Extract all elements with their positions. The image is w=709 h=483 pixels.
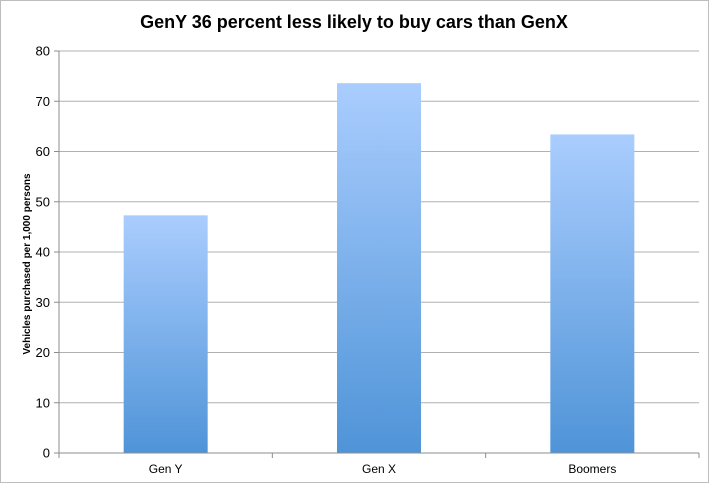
- bar-gen-y: [123, 215, 208, 453]
- x-axis-categories: Gen Y Gen X Boomers: [58, 453, 700, 476]
- chart-title: GenY 36 percent less likely to buy cars …: [140, 12, 568, 32]
- bars: [123, 83, 635, 454]
- y-tick-label-20: 20: [36, 345, 50, 360]
- axes: [54, 51, 699, 454]
- y-axis-ticks: 0 10 20 30 40 50 60 70 80: [36, 44, 59, 461]
- y-axis-title: Vehicles purchased per 1,000 persons: [22, 173, 33, 355]
- y-tick-label-60: 60: [36, 144, 50, 159]
- bar-gen-x: [337, 83, 421, 453]
- bar-boomers: [550, 134, 635, 454]
- y-tick-label-40: 40: [36, 245, 50, 260]
- y-tick-label-30: 30: [36, 295, 50, 310]
- x-category-label-gen-y: Gen Y: [149, 462, 183, 476]
- y-tick-label-80: 80: [36, 44, 50, 59]
- y-tick-label-50: 50: [36, 194, 50, 209]
- x-category-label-boomers: Boomers: [568, 462, 616, 476]
- y-tick-label-0: 0: [43, 446, 50, 461]
- y-tick-label-70: 70: [36, 94, 50, 109]
- x-category-label-gen-x: Gen X: [362, 462, 396, 476]
- y-tick-label-10: 10: [36, 395, 50, 410]
